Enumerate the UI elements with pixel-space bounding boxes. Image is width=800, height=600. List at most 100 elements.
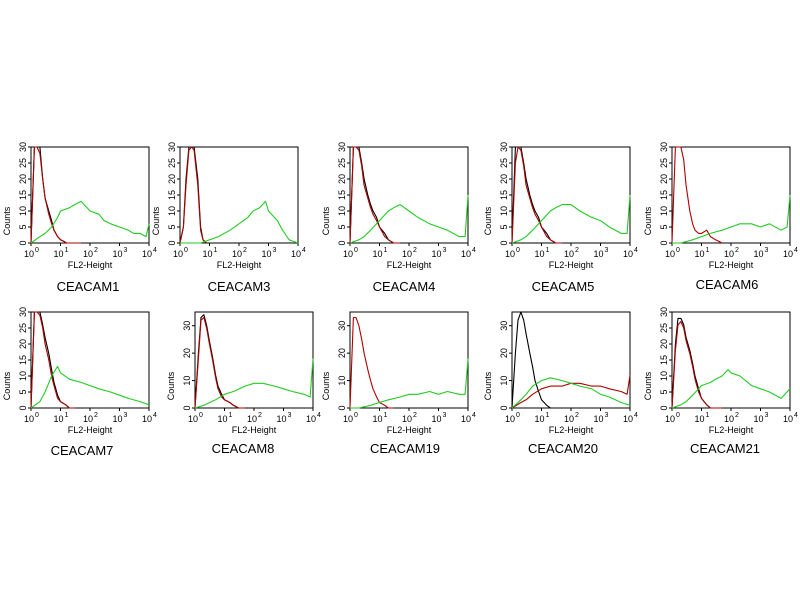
y-tick-label: 20 (499, 348, 509, 358)
y-tick-label: 5 (659, 224, 669, 229)
x-tick-exponent: 0 (354, 247, 358, 254)
histogram-line-red (179, 146, 207, 244)
y-tick-label: 30 (182, 321, 192, 331)
x-tick-label: 10 (665, 414, 675, 424)
x-tick-exponent: 4 (634, 412, 638, 419)
y-tick-label: 10 (167, 206, 177, 216)
x-tick-label: 10 (593, 249, 603, 259)
x-tick-exponent: 2 (735, 247, 739, 254)
y-tick-label: 5 (499, 224, 509, 229)
histogram-line-green (180, 200, 299, 244)
x-tick-exponent: 0 (35, 247, 39, 254)
y-tick-label: 0 (18, 405, 28, 410)
histogram-line-red (194, 316, 246, 409)
y-tick-label: 0 (167, 240, 177, 245)
panel-caption: CEACAM8 (212, 441, 275, 456)
x-tick-exponent: 0 (516, 412, 520, 419)
panel-caption: CEACAM3 (208, 279, 271, 294)
y-tick-label: 15 (499, 190, 509, 200)
histogram-line-red (349, 316, 394, 409)
x-tick-label: 10 (372, 249, 382, 259)
x-tick-exponent: 4 (634, 247, 638, 254)
x-tick-exponent: 1 (706, 247, 710, 254)
histogram-line-black (349, 146, 401, 244)
x-tick-exponent: 4 (794, 412, 798, 419)
y-axis-label: Counts (2, 206, 12, 235)
y-tick-label: 20 (167, 174, 177, 184)
y-axis-label: Counts (321, 371, 331, 400)
x-tick-label: 10 (24, 249, 34, 259)
x-tick-exponent: 2 (258, 412, 262, 419)
y-tick-label: 20 (182, 348, 192, 358)
x-tick-exponent: 4 (302, 247, 306, 254)
x-tick-label: 10 (291, 249, 301, 259)
histogram-line-red (671, 146, 723, 244)
x-tick-exponent: 4 (153, 412, 157, 419)
x-tick-label: 10 (343, 414, 353, 424)
y-tick-label: 10 (659, 371, 669, 381)
x-axis-label: FL2-Height (68, 260, 113, 270)
y-tick-label: 20 (18, 339, 28, 349)
x-tick-exponent: 1 (65, 247, 69, 254)
histogram-line-green (511, 194, 631, 244)
y-tick-label: 0 (182, 405, 192, 410)
y-tick-label: 15 (337, 190, 347, 200)
histogram-line-green (194, 358, 314, 409)
panel-caption: CEACAM19 (370, 441, 440, 456)
y-tick-label: 10 (18, 371, 28, 381)
x-tick-label: 10 (753, 249, 763, 259)
x-tick-label: 10 (276, 414, 286, 424)
x-tick-exponent: 2 (735, 412, 739, 419)
y-tick-label: 25 (18, 323, 28, 333)
x-tick-label: 10 (593, 414, 603, 424)
x-tick-label: 10 (247, 414, 257, 424)
y-tick-label: 10 (499, 206, 509, 216)
y-tick-label: 30 (499, 321, 509, 331)
histogram-line-red (671, 321, 723, 409)
x-tick-exponent: 4 (317, 412, 321, 419)
x-tick-label: 10 (173, 249, 183, 259)
x-tick-label: 10 (564, 414, 574, 424)
x-tick-label: 10 (461, 414, 471, 424)
y-tick-label: 20 (18, 174, 28, 184)
y-tick-label: 30 (337, 321, 347, 331)
histogram-line-green (349, 194, 469, 244)
histogram-line-black (511, 311, 563, 409)
x-axis-label: FL2-Height (217, 260, 262, 270)
y-tick-label: 0 (499, 240, 509, 245)
y-tick-label: 20 (337, 348, 347, 358)
x-axis-label: FL2-Height (387, 425, 432, 435)
x-tick-exponent: 2 (243, 247, 247, 254)
x-tick-exponent: 4 (472, 247, 476, 254)
histogram-line-green (30, 200, 150, 244)
x-tick-exponent: 4 (472, 412, 476, 419)
x-tick-label: 10 (505, 414, 515, 424)
y-tick-label: 30 (337, 142, 347, 152)
x-tick-exponent: 3 (605, 247, 609, 254)
x-tick-label: 10 (83, 249, 93, 259)
x-tick-label: 10 (142, 249, 152, 259)
y-tick-label: 25 (659, 158, 669, 168)
x-tick-exponent: 3 (273, 247, 277, 254)
x-tick-label: 10 (261, 249, 271, 259)
panel-caption: CEACAM20 (528, 441, 598, 456)
x-tick-label: 10 (694, 414, 704, 424)
x-tick-label: 10 (623, 414, 633, 424)
plot-frame (349, 311, 469, 409)
x-tick-label: 10 (53, 249, 63, 259)
panel-caption: CEACAM6 (696, 277, 759, 292)
histogram-line-red (511, 375, 631, 409)
y-axis-label: Counts (151, 206, 161, 235)
x-tick-label: 10 (724, 414, 734, 424)
x-tick-exponent: 3 (765, 412, 769, 419)
histogram-line-red (30, 146, 82, 244)
x-tick-exponent: 0 (516, 247, 520, 254)
y-tick-label: 30 (659, 307, 669, 317)
panel-caption: CEACAM5 (532, 279, 595, 294)
